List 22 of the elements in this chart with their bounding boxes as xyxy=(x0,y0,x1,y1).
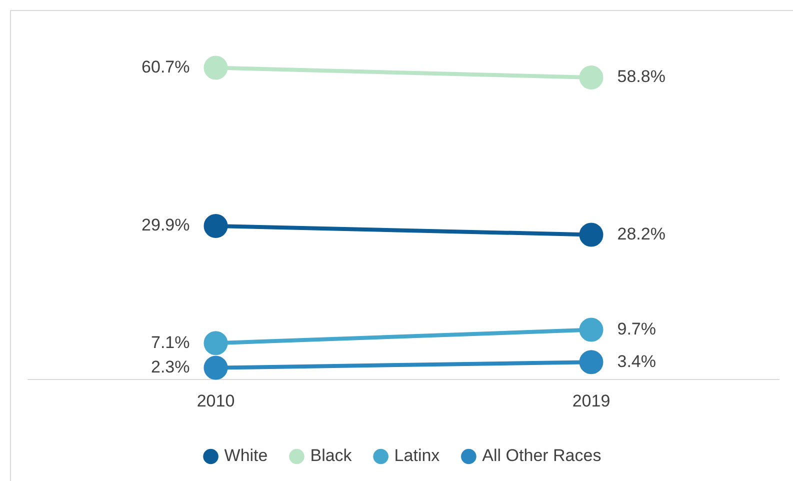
point xyxy=(579,318,604,342)
data-label: 28.2% xyxy=(617,224,666,244)
data-label: 2.3% xyxy=(151,357,190,376)
point xyxy=(579,350,604,374)
data-label: 29.9% xyxy=(142,216,190,235)
x-tick-label: 2019 xyxy=(572,391,610,410)
point xyxy=(204,356,228,380)
legend-label: Latinx xyxy=(394,446,440,466)
data-label: 3.4% xyxy=(617,352,656,371)
legend-label: Black xyxy=(310,446,352,466)
point xyxy=(204,331,228,356)
legend-label: White xyxy=(224,446,268,466)
point xyxy=(579,222,604,247)
point xyxy=(204,56,228,80)
legend-label: All Other Races xyxy=(482,446,602,466)
data-label: 58.8% xyxy=(617,67,666,86)
data-label: 60.7% xyxy=(142,57,190,76)
point xyxy=(579,66,604,90)
data-label: 9.7% xyxy=(617,319,656,338)
data-label: 7.1% xyxy=(151,332,190,352)
x-tick-label: 2010 xyxy=(196,391,235,410)
point xyxy=(204,214,228,238)
